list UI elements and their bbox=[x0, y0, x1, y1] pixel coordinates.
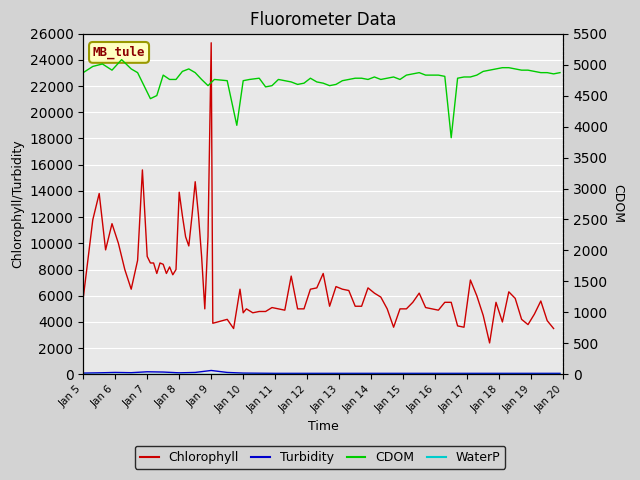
Chlorophyll bbox=[287, 273, 295, 279]
Turbidity bbox=[495, 371, 503, 376]
Turbidity bbox=[271, 371, 279, 376]
X-axis label: Time: Time bbox=[308, 420, 339, 433]
CDOM bbox=[447, 135, 455, 141]
Turbidity bbox=[191, 370, 199, 375]
CDOM bbox=[383, 75, 391, 81]
Turbidity bbox=[95, 370, 103, 376]
Y-axis label: CDOM: CDOM bbox=[612, 184, 625, 224]
CDOM bbox=[99, 61, 106, 67]
Turbidity bbox=[207, 368, 215, 373]
WaterP bbox=[79, 372, 87, 377]
Line: Turbidity: Turbidity bbox=[83, 371, 560, 373]
Chlorophyll bbox=[486, 340, 493, 346]
Turbidity bbox=[556, 371, 564, 376]
Turbidity bbox=[143, 369, 151, 375]
Chlorophyll bbox=[79, 296, 87, 301]
Legend: Chlorophyll, Turbidity, CDOM, WaterP: Chlorophyll, Turbidity, CDOM, WaterP bbox=[135, 446, 505, 469]
CDOM bbox=[543, 70, 551, 75]
CDOM bbox=[166, 77, 173, 83]
Turbidity bbox=[303, 371, 311, 376]
WaterP bbox=[239, 372, 247, 377]
Turbidity bbox=[175, 370, 183, 376]
Turbidity bbox=[463, 371, 471, 376]
Line: CDOM: CDOM bbox=[83, 60, 560, 138]
Turbidity bbox=[367, 371, 375, 376]
CDOM bbox=[524, 67, 532, 73]
Chlorophyll bbox=[550, 325, 557, 331]
Turbidity bbox=[223, 370, 231, 375]
Turbidity bbox=[159, 369, 167, 375]
Turbidity bbox=[399, 371, 407, 376]
WaterP bbox=[556, 372, 564, 377]
Chlorophyll bbox=[195, 212, 202, 217]
Turbidity bbox=[127, 370, 135, 375]
Turbidity bbox=[431, 371, 439, 376]
Y-axis label: Chlorophyll/Turbidity: Chlorophyll/Turbidity bbox=[11, 140, 24, 268]
Chlorophyll bbox=[207, 40, 215, 46]
Turbidity bbox=[527, 371, 535, 376]
Turbidity bbox=[79, 370, 87, 376]
Chlorophyll bbox=[156, 260, 164, 266]
CDOM bbox=[556, 70, 564, 75]
Turbidity bbox=[335, 371, 343, 376]
Line: Chlorophyll: Chlorophyll bbox=[83, 43, 554, 343]
Turbidity bbox=[239, 370, 247, 376]
Chlorophyll bbox=[531, 311, 538, 317]
CDOM bbox=[332, 82, 340, 87]
Text: MB_tule: MB_tule bbox=[93, 46, 145, 59]
Chlorophyll bbox=[191, 179, 199, 185]
Chlorophyll bbox=[204, 234, 212, 240]
WaterP bbox=[399, 372, 407, 377]
Turbidity bbox=[111, 370, 119, 375]
CDOM bbox=[79, 70, 87, 75]
CDOM bbox=[118, 57, 125, 62]
Title: Fluorometer Data: Fluorometer Data bbox=[250, 11, 396, 29]
